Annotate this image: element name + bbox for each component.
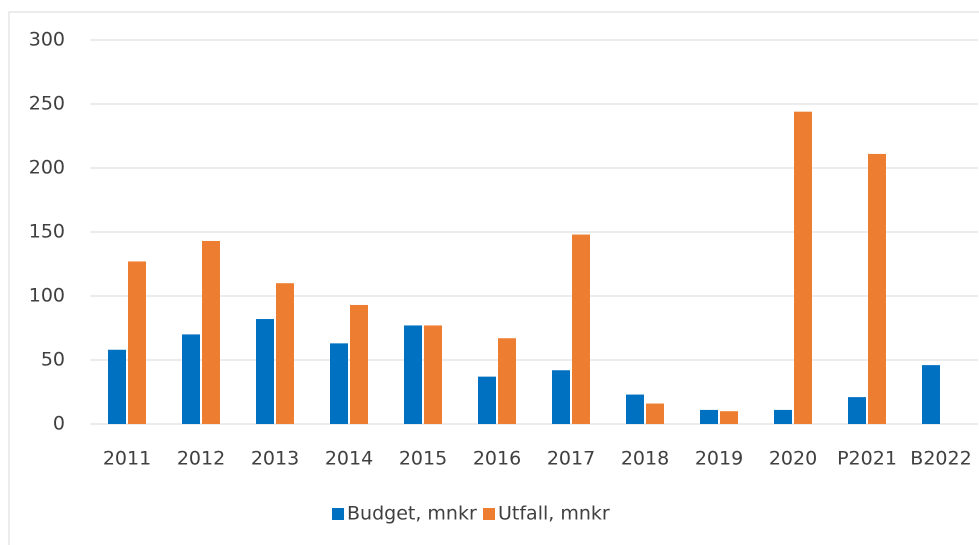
x-tick-label: 2020	[769, 448, 817, 470]
y-tick-label: 300	[29, 29, 65, 51]
bar	[424, 325, 442, 424]
bar	[848, 397, 866, 424]
y-tick-label: 50	[41, 349, 65, 371]
bar	[202, 240, 220, 424]
bar	[572, 234, 590, 424]
bar	[498, 338, 516, 424]
x-tick-label: 2015	[399, 448, 447, 470]
x-tick-label: P2021	[837, 448, 897, 470]
chart-frame	[8, 11, 979, 545]
bar	[552, 370, 570, 424]
bar	[646, 403, 664, 424]
bar	[478, 376, 496, 424]
x-tick-label: B2022	[910, 448, 971, 470]
bar	[868, 153, 886, 425]
bar	[404, 325, 422, 424]
bar	[256, 319, 274, 424]
x-tick-label: 2013	[251, 448, 299, 470]
bar	[922, 365, 940, 424]
x-tick-label: 2018	[621, 448, 669, 470]
bar	[700, 409, 718, 424]
bar	[276, 283, 294, 424]
legend-label: Budget, mnkr	[347, 503, 477, 525]
y-tick-label: 0	[53, 413, 65, 435]
bar	[720, 411, 738, 424]
x-tick-label: 2011	[103, 448, 151, 470]
bar	[108, 349, 126, 424]
y-tick-label: 200	[29, 157, 65, 179]
bar	[128, 261, 146, 424]
bar	[182, 334, 200, 424]
legend-swatch	[483, 508, 495, 520]
legend-label: Utfall, mnkr	[498, 503, 610, 525]
legend-swatch	[332, 508, 344, 520]
x-tick-label: 2016	[473, 448, 521, 470]
y-tick-label: 100	[29, 285, 65, 307]
bar	[794, 111, 812, 425]
y-tick-label: 250	[29, 93, 65, 115]
y-tick-label: 150	[29, 221, 65, 243]
bar	[626, 394, 644, 424]
x-tick-label: 2017	[547, 448, 595, 470]
x-tick-label: 2014	[325, 448, 373, 470]
bar	[330, 343, 348, 424]
x-tick-label: 2012	[177, 448, 225, 470]
x-tick-label: 2019	[695, 448, 743, 470]
bar	[350, 304, 368, 424]
bar	[774, 409, 792, 424]
